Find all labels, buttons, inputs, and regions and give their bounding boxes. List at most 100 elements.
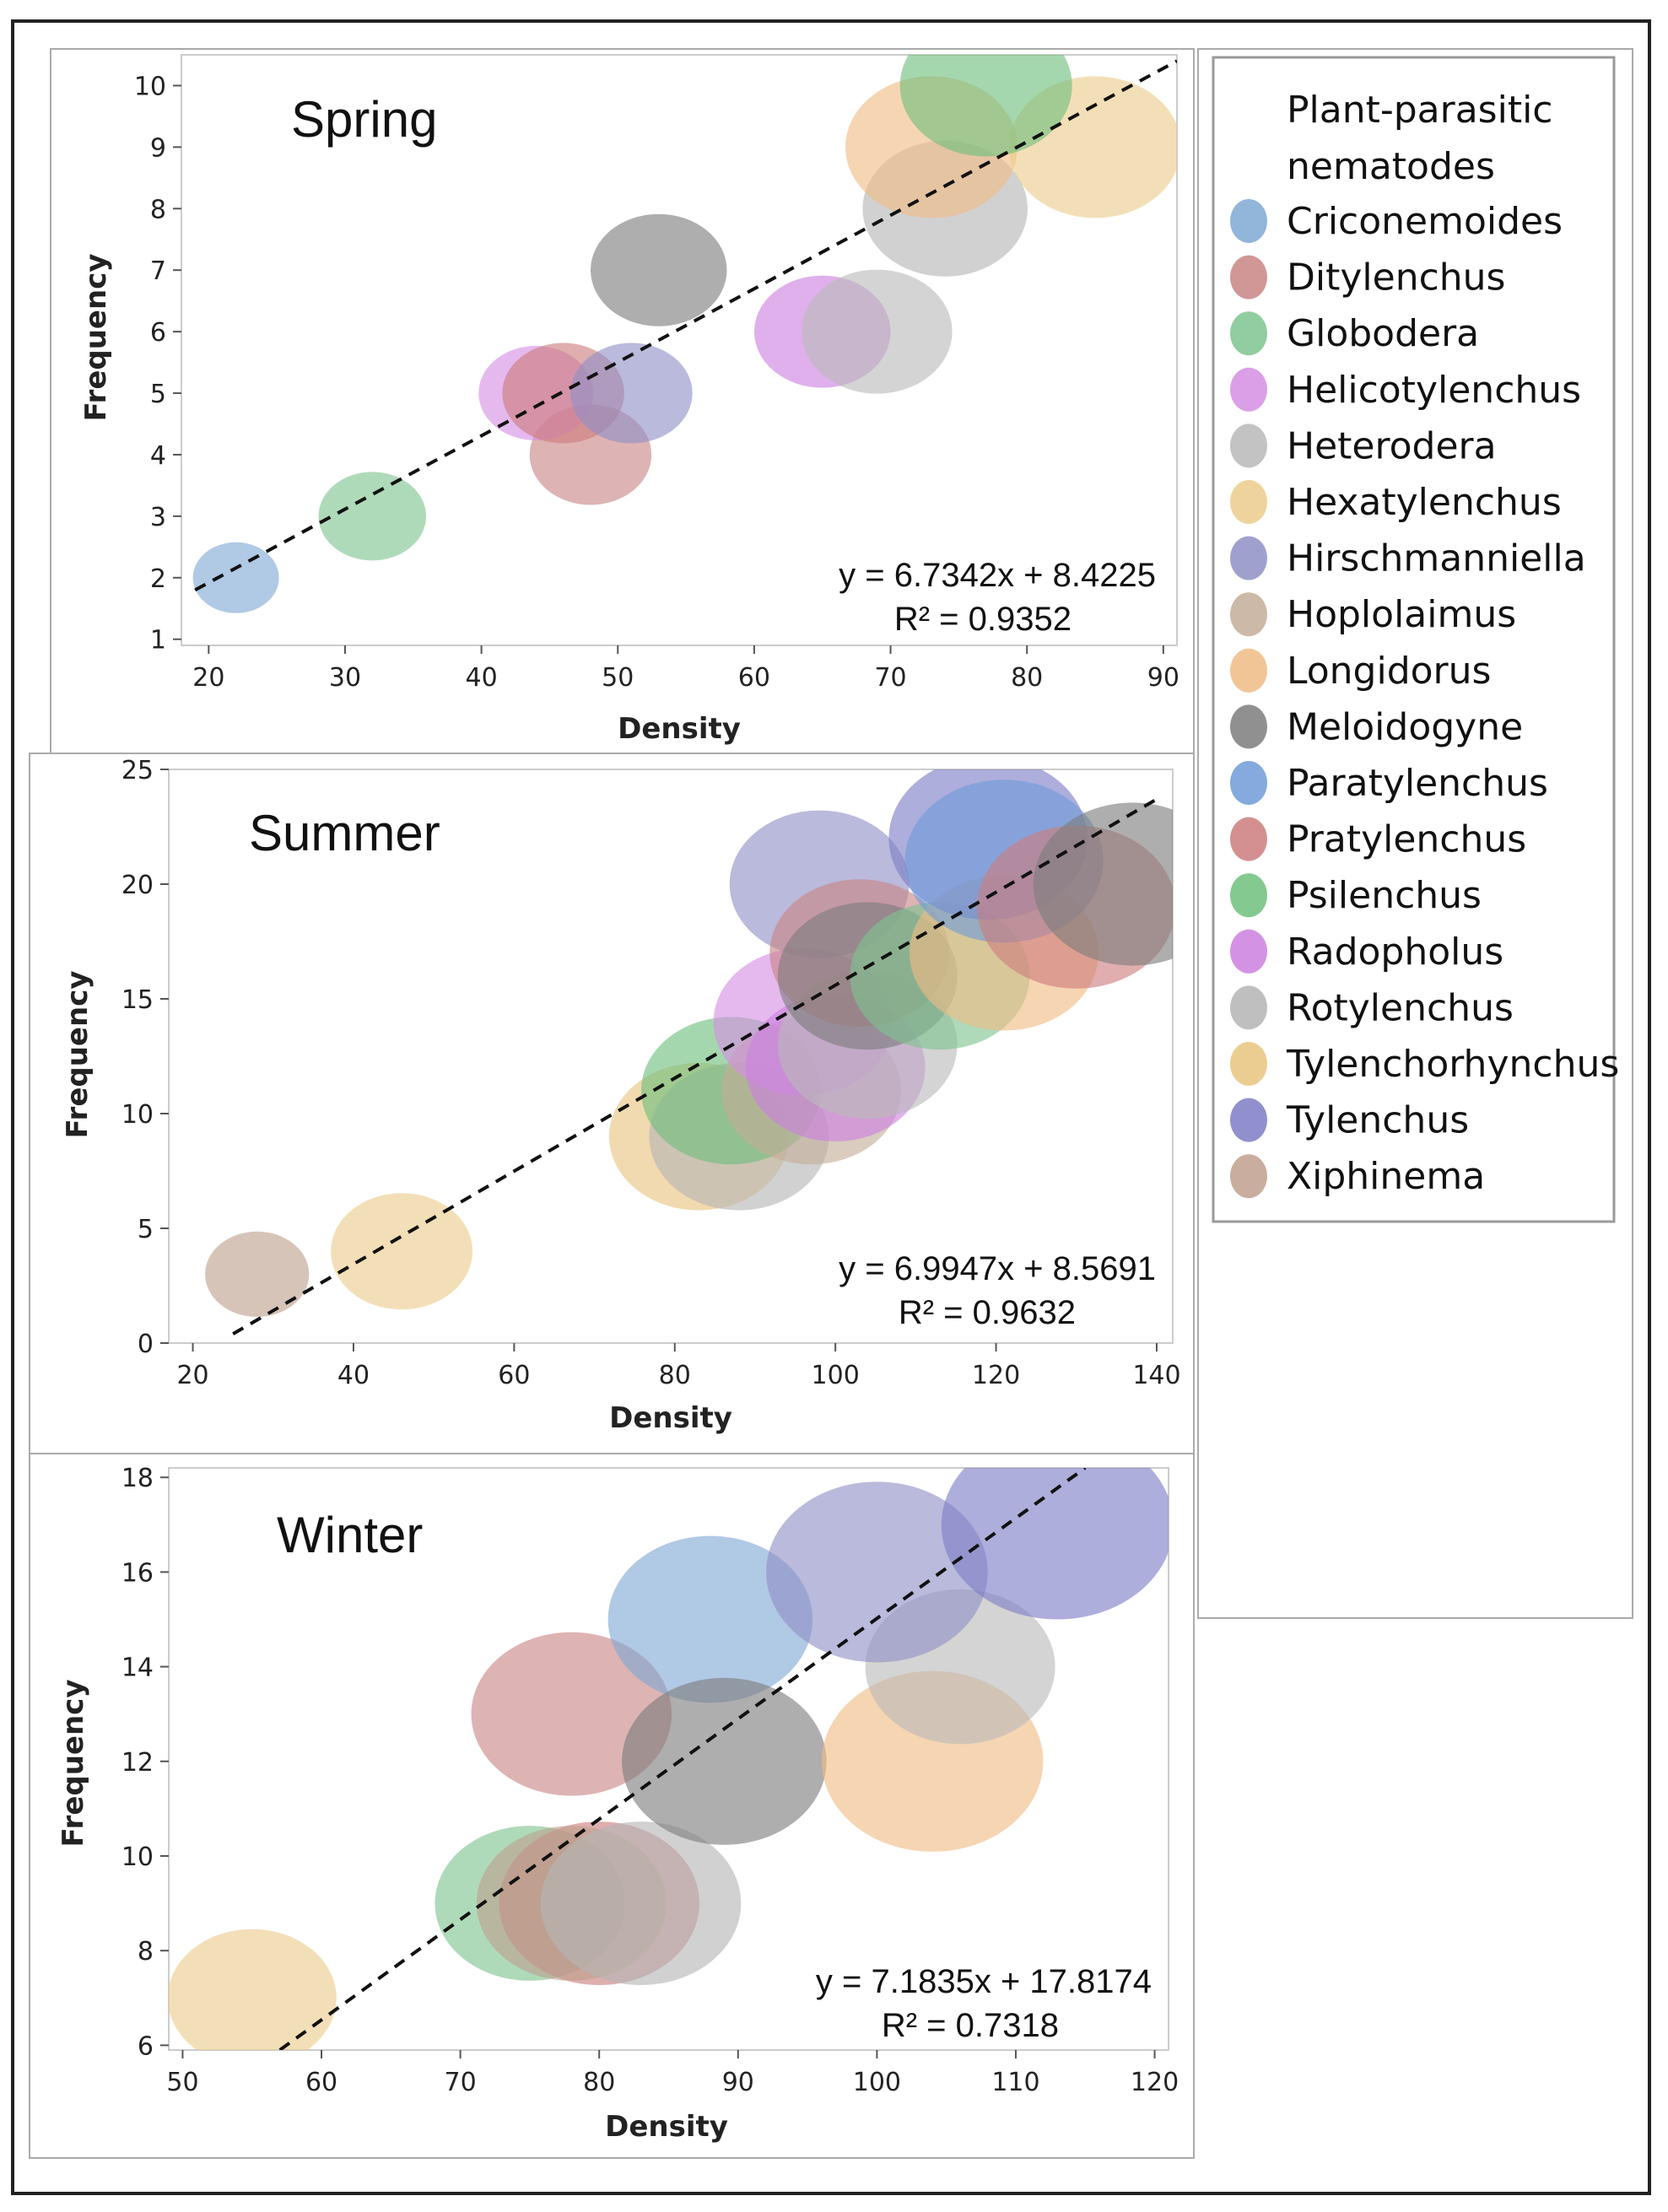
- legend-label: Xiphinema: [1287, 1155, 1485, 1198]
- x-tick-label: 80: [659, 1361, 691, 1390]
- y-tick-label: 2: [150, 564, 166, 594]
- legend-label: Helicotylenchus: [1287, 369, 1581, 412]
- x-axis-label: Density: [609, 1401, 732, 1435]
- y-tick-label: 8: [138, 1937, 154, 1967]
- r-squared: R² = 0.9632: [899, 1294, 1076, 1331]
- trendline: [194, 59, 1177, 592]
- y-ticks: 0 5 10 15 20 25: [121, 756, 169, 1359]
- x-tick-label: 20: [176, 1361, 208, 1390]
- legend-swatch: [1230, 1098, 1267, 1142]
- bubble-ditylenchus: [471, 1632, 672, 1796]
- legend-title-line2: nematodes: [1287, 145, 1495, 188]
- season-title: Winter: [277, 1507, 423, 1563]
- x-tick-label: 80: [1011, 663, 1043, 693]
- bubble-hirschmanniella: [570, 343, 693, 444]
- legend-label: Meloidogyne: [1287, 705, 1523, 748]
- legend-label: Tylenchorhynchus: [1286, 1043, 1619, 1086]
- legend-label: Hexatylenchus: [1287, 481, 1562, 524]
- x-axis-label: Density: [618, 712, 741, 746]
- x-tick-label: 80: [583, 2068, 615, 2097]
- y-tick-label: 8: [150, 195, 166, 224]
- legend-label: Radopholus: [1287, 931, 1503, 974]
- x-tick-label: 120: [972, 1361, 1020, 1390]
- bubble-heterodera: [802, 269, 953, 394]
- y-ticks: 6 8 10 12 14 16 18: [121, 1464, 169, 2061]
- x-tick-label: 90: [1147, 663, 1179, 693]
- bubble-criconemoides: [192, 542, 279, 613]
- bubble-xiphinema: [205, 1231, 310, 1317]
- x-axis-label: Density: [605, 2110, 728, 2144]
- legend-label: Globodera: [1287, 312, 1479, 355]
- legend-label: Paratylenchus: [1287, 762, 1548, 805]
- y-tick-label: 20: [121, 871, 154, 900]
- x-tick-label: 90: [722, 2068, 754, 2097]
- bubbles: [192, 55, 1177, 613]
- bubble-meloidogyne: [591, 213, 727, 326]
- y-tick-label: 10: [134, 72, 166, 101]
- x-tick-label: 20: [192, 663, 224, 693]
- y-ticks: 1 2 3 4 5 6 7 8 9 10: [134, 72, 181, 656]
- legend-box: [1212, 56, 1616, 1223]
- x-tick-label: 100: [812, 1361, 860, 1390]
- bubble-meloidogyne: [1033, 802, 1173, 966]
- x-tick-label: 100: [853, 2068, 901, 2097]
- legend: Plant-parasitic nematodes Criconemoides D…: [1212, 56, 1619, 1223]
- legend-label: Psilenchus: [1287, 874, 1482, 917]
- y-tick-label: 5: [150, 380, 166, 409]
- y-tick-label: 6: [150, 318, 166, 348]
- legend-swatch: [1230, 536, 1267, 580]
- y-tick-label: 5: [138, 1215, 154, 1244]
- x-tick-label: 70: [445, 2068, 477, 2097]
- x-ticks: 20 40 60 80 100 120 140: [176, 1343, 1181, 1390]
- legend-swatch: [1230, 817, 1267, 861]
- x-tick-label: 40: [466, 663, 498, 693]
- regression-equation: y = 6.9947x + 8.5691: [839, 1250, 1156, 1287]
- legend-swatch: [1230, 367, 1267, 412]
- x-ticks: 20 30 40 50 60 70 80 90: [192, 645, 1179, 693]
- y-tick-label: 16: [121, 1558, 154, 1588]
- y-tick-label: 12: [121, 1748, 154, 1778]
- x-tick-label: 60: [305, 2068, 337, 2097]
- legend-swatch: [1230, 648, 1267, 693]
- bubbles: [205, 769, 1173, 1317]
- legend-label: Hoplolaimus: [1287, 593, 1516, 636]
- bubble-globodera: [318, 472, 427, 561]
- figure-border: [11, 19, 1651, 2195]
- y-tick-label: 0: [138, 1330, 154, 1359]
- x-tick-label: 140: [1132, 1361, 1180, 1390]
- y-tick-label: 15: [121, 985, 154, 1015]
- regression-equation: y = 6.7342x + 8.4225: [839, 557, 1156, 594]
- legend-swatch: [1230, 311, 1267, 356]
- legend-swatch: [1230, 761, 1267, 805]
- x-tick-label: 40: [337, 1361, 370, 1390]
- legend-swatch: [1230, 1154, 1267, 1199]
- legend-swatch: [1230, 424, 1267, 468]
- legend-swatch: [1230, 1042, 1267, 1086]
- x-tick-label: 60: [498, 1361, 530, 1390]
- r-squared: R² = 0.7318: [882, 2007, 1059, 2044]
- legend-label: Criconemoides: [1287, 200, 1563, 243]
- x-tick-label: 50: [602, 663, 634, 693]
- bubble-hirschmanniella: [766, 1481, 988, 1663]
- y-tick-label: 18: [121, 1464, 154, 1493]
- legend-swatch: [1230, 592, 1267, 637]
- legend-label: Heterodera: [1287, 424, 1497, 467]
- legend-swatch: [1230, 199, 1267, 243]
- bubble-criconemoides: [607, 1535, 813, 1703]
- legend-label: Pratylenchus: [1287, 818, 1526, 861]
- legend-label: Longidorus: [1287, 650, 1491, 693]
- trendline: [278, 1468, 1087, 2050]
- x-tick-label: 50: [166, 2068, 198, 2097]
- y-axis-label: Frequency: [61, 970, 94, 1138]
- regression-equation: y = 7.1835x + 17.8174: [816, 1963, 1152, 2000]
- x-tick-label: 120: [1131, 2068, 1179, 2097]
- legend-swatch: [1230, 929, 1267, 974]
- x-tick-label: 30: [329, 663, 361, 693]
- legend-title-line1: Plant-parasitic: [1287, 89, 1553, 132]
- y-tick-label: 14: [121, 1654, 154, 1683]
- x-tick-label: 110: [991, 2068, 1039, 2097]
- x-ticks: 50 60 70 80 90 100 110 120: [166, 2050, 1179, 2097]
- y-tick-label: 10: [121, 1100, 154, 1130]
